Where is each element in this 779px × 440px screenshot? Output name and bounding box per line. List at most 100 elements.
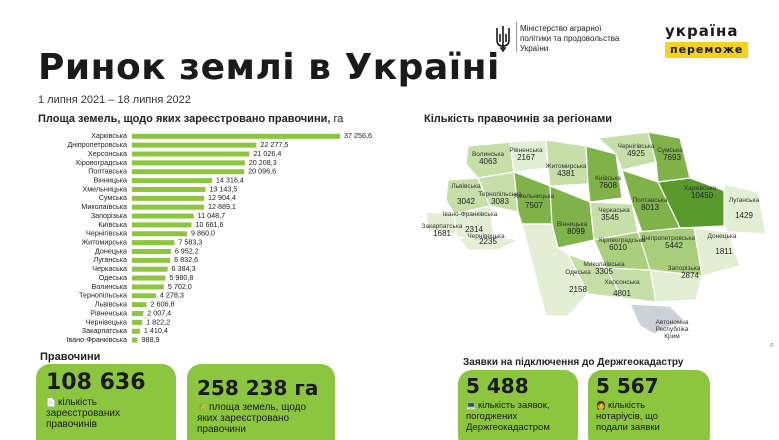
bar xyxy=(132,311,144,316)
map-region-name: Черкаська xyxy=(598,207,630,214)
map-region-name: Кіровоградська xyxy=(599,236,645,244)
crimea-label: Крим xyxy=(664,333,680,340)
bar-category-label: Чернівецька xyxy=(86,317,127,326)
map-region-name: Вінницька xyxy=(557,220,588,228)
laptop-icon: 💻 xyxy=(466,401,476,410)
bar-value-label: 988,9 xyxy=(142,335,160,344)
map-region-value: 7608 xyxy=(599,181,617,190)
map-region-name: Львівська xyxy=(451,182,481,190)
applications-label-3: Держгеокадастром xyxy=(466,422,550,433)
map-region-name: Херсонська xyxy=(604,279,640,286)
bar xyxy=(132,195,205,201)
map-region-name: Чернівецька xyxy=(467,232,505,240)
applications-label: 💻 кількість заявок, погоджених Держгеокад… xyxy=(466,400,550,433)
bar-category-label: Рівненська xyxy=(90,308,127,317)
map-region-name: Закарпатська xyxy=(422,223,463,230)
period-text: 1 липня 2021 – 18 липня 2022 xyxy=(38,94,191,106)
bar xyxy=(132,169,245,175)
notaries-card: 5 567 👩 кількість нотаріусів, що подали з… xyxy=(588,370,710,440)
logo-line-2: переможе xyxy=(665,42,749,58)
map-region-name: Волинська xyxy=(472,151,504,158)
bar xyxy=(132,142,257,148)
bar xyxy=(132,186,206,192)
bar xyxy=(132,248,171,254)
deals-label-2: зареєстрованих xyxy=(46,408,120,419)
bar xyxy=(132,319,143,325)
bar-category-label: Харківська xyxy=(91,131,127,140)
map-region-name: Хмельницька xyxy=(514,193,555,200)
header-divider xyxy=(516,22,517,52)
map-region-name: Донецька xyxy=(707,233,736,240)
deals-count-card: 108 636 📄 кількість зареєстрованих правоч… xyxy=(36,364,176,440)
bar xyxy=(132,178,212,184)
map-region xyxy=(723,183,767,235)
bar-value-label: 21 026,4 xyxy=(253,149,281,158)
bar xyxy=(132,160,245,166)
map-region-value: 2167 xyxy=(517,153,535,162)
map-region-value: 4801 xyxy=(613,289,631,298)
copyright-note: © xyxy=(770,343,774,349)
bar-category-label: Миколаївська xyxy=(81,202,127,211)
bar-value-label: 1 410,4 xyxy=(144,326,168,335)
bar-value-label: 12 889,1 xyxy=(208,202,236,211)
bar-value-label: 6 384,3 xyxy=(172,264,196,273)
bar xyxy=(132,204,204,210)
bar-value-label: 7 583,3 xyxy=(178,238,202,247)
bar-value-label: 10 661,6 xyxy=(196,220,224,229)
map-region-name: Житомирська xyxy=(545,163,586,170)
bar-chart-title: Площа земель, щодо яких зареєстровано пр… xyxy=(38,113,343,125)
deals-section-label: Правочини xyxy=(40,351,101,363)
applications-label-1: кількість заявок, xyxy=(477,400,550,411)
map-region xyxy=(456,235,520,251)
applications-card: 5 488 💻 кількість заявок, погоджених Держ… xyxy=(458,370,578,440)
map-region-value: 7507 xyxy=(525,201,543,210)
geocadastre-heading: Заявки на підключення до Держгеокадастру xyxy=(463,357,684,368)
map-region-name: Полтавська xyxy=(632,197,667,204)
map-title: Кількість правочинів за регіонами xyxy=(424,113,612,125)
map-region-value: 3305 xyxy=(595,267,613,276)
map-region xyxy=(596,131,657,171)
map-region-name: Чернігівська xyxy=(617,142,654,150)
map-region xyxy=(629,303,686,335)
bar xyxy=(132,222,192,228)
area-total-label: 🌾 площа земель, щодо яких зареєстровано п… xyxy=(197,402,306,435)
bar xyxy=(132,293,156,299)
map-region-value: 5442 xyxy=(665,241,683,250)
ukraine-will-win-logo: україна переможе xyxy=(665,22,749,58)
map-region-value: 1811 xyxy=(715,247,733,256)
bar-category-label: Львівська xyxy=(95,300,127,309)
area-total-value: 258 238 га xyxy=(197,376,319,400)
bar-category-label: Хмельницька xyxy=(82,184,127,193)
bar xyxy=(132,257,171,263)
bar-value-label: 5 702,0 xyxy=(168,282,192,291)
bar-category-label: Кіровоградська xyxy=(76,158,127,167)
map-region-name: Харківська xyxy=(684,184,717,192)
page-title: Ринок землі в Україні xyxy=(38,47,500,88)
map-region-value: 2235 xyxy=(479,237,497,246)
crimea-label: Республіка xyxy=(655,325,688,333)
map-region-name: Київська xyxy=(595,175,621,182)
document-icon: 📄 xyxy=(46,398,56,407)
bar-value-label: 12 904,4 xyxy=(208,193,236,202)
map-region-name: Сумська xyxy=(657,147,683,154)
map-region-value: 3545 xyxy=(601,213,619,222)
bar-value-label: 14 316,4 xyxy=(216,176,244,185)
area-label-1: площа земель, щодо xyxy=(208,402,307,413)
deals-count-label: 📄 кількість зареєстрованих правочинів xyxy=(46,397,120,430)
notaries-label-2: нотаріусів, що xyxy=(596,411,659,422)
bar-value-label: 6 952,2 xyxy=(175,246,199,255)
bar-category-label: Волинська xyxy=(92,282,127,291)
map-region-name: Дніпропетровська xyxy=(641,234,695,242)
map-region-value: 8099 xyxy=(567,227,585,236)
map-region xyxy=(549,185,595,249)
map-region-value: 2874 xyxy=(681,271,699,280)
map-region-value: 1681 xyxy=(433,229,451,238)
map-region-name: Одеська xyxy=(565,269,591,276)
bar xyxy=(132,213,194,219)
map-region xyxy=(604,267,657,303)
applications-label-2: погоджених xyxy=(466,411,518,422)
map-region xyxy=(585,145,623,203)
bar-category-label: Луганська xyxy=(94,255,127,264)
area-total-card: 258 238 га 🌾 площа земель, щодо яких заре… xyxy=(187,364,335,440)
logo-line-1: україна xyxy=(665,22,739,40)
